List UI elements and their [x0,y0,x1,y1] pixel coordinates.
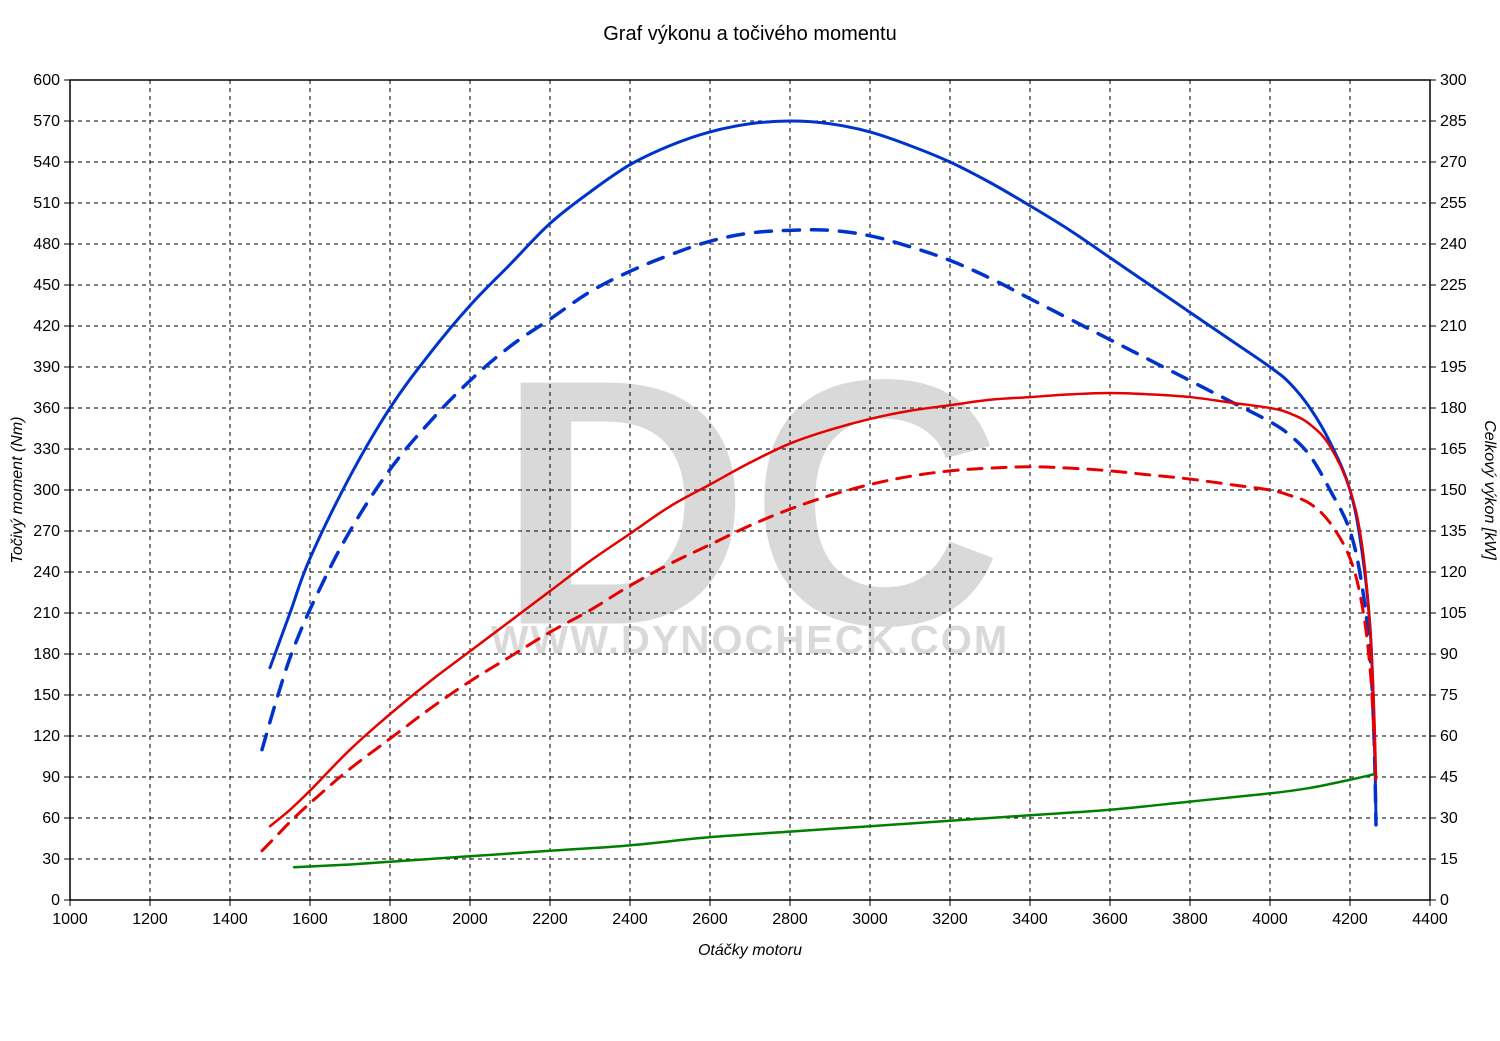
y-left-tick-label: 180 [33,646,60,663]
x-tick-label: 4400 [1412,911,1448,928]
watermark-small: WWW.DYNOCHECK.COM [491,619,1009,663]
y-right-tick-label: 150 [1440,482,1467,499]
x-tick-label: 3200 [932,911,968,928]
x-tick-label: 3000 [852,911,888,928]
y-left-tick-label: 60 [42,810,60,827]
x-tick-label: 3600 [1092,911,1128,928]
x-tick-label: 1600 [292,911,328,928]
y-left-tick-label: 600 [33,72,60,89]
y-right-tick-label: 270 [1440,154,1467,171]
y-left-tick-label: 270 [33,523,60,540]
y-right-tick-label: 120 [1440,564,1467,581]
x-tick-label: 2600 [692,911,728,928]
dyno-chart: DCWWW.DYNOCHECK.COM100012001400160018002… [0,0,1500,1041]
y-right-tick-label: 30 [1440,810,1458,827]
y-right-tick-label: 105 [1440,605,1467,622]
x-tick-label: 1000 [52,911,88,928]
y-left-tick-label: 120 [33,728,60,745]
y-left-tick-label: 540 [33,154,60,171]
x-axis-label: Otáčky motoru [698,942,802,959]
y-right-tick-label: 0 [1440,892,1449,909]
y-right-tick-label: 195 [1440,359,1467,376]
y-left-tick-label: 240 [33,564,60,581]
watermark: DCWWW.DYNOCHECK.COM [491,307,1009,698]
x-tick-label: 4000 [1252,911,1288,928]
y-left-axis-label: Točivý moment (Nm) [9,417,26,564]
x-tick-label: 1800 [372,911,408,928]
y-right-tick-label: 300 [1440,72,1467,89]
x-tick-label: 3400 [1012,911,1048,928]
y-left-tick-label: 300 [33,482,60,499]
chart-title: Graf výkonu a točivého momentu [603,23,896,45]
y-right-tick-label: 165 [1440,441,1467,458]
y-right-tick-label: 60 [1440,728,1458,745]
y-left-tick-label: 30 [42,851,60,868]
x-tick-label: 2200 [532,911,568,928]
x-tick-label: 3800 [1172,911,1208,928]
x-tick-label: 2800 [772,911,808,928]
x-tick-label: 1200 [132,911,168,928]
y-left-tick-label: 150 [33,687,60,704]
y-right-tick-label: 210 [1440,318,1467,335]
x-tick-label: 2000 [452,911,488,928]
y-left-tick-label: 390 [33,359,60,376]
y-right-tick-label: 135 [1440,523,1467,540]
y-right-tick-label: 15 [1440,851,1458,868]
y-right-tick-label: 225 [1440,277,1467,294]
grid [70,80,1430,900]
y-right-tick-label: 180 [1440,400,1467,417]
y-left-tick-label: 210 [33,605,60,622]
x-tick-label: 4200 [1332,911,1368,928]
chart-svg: DCWWW.DYNOCHECK.COM100012001400160018002… [0,0,1500,1041]
y-right-tick-label: 255 [1440,195,1467,212]
y-right-tick-label: 45 [1440,769,1458,786]
x-tick-label: 1400 [212,911,248,928]
y-right-tick-label: 285 [1440,113,1467,130]
y-left-tick-label: 420 [33,318,60,335]
y-right-axis-label: Celkový výkon [kW] [1481,420,1498,560]
y-right-tick-label: 75 [1440,687,1458,704]
y-right-tick-label: 240 [1440,236,1467,253]
y-right-tick-label: 90 [1440,646,1458,663]
y-left-tick-label: 0 [51,892,60,909]
y-left-tick-label: 480 [33,236,60,253]
y-left-tick-label: 570 [33,113,60,130]
y-left-tick-label: 330 [33,441,60,458]
y-left-tick-label: 510 [33,195,60,212]
x-tick-label: 2400 [612,911,648,928]
y-left-tick-label: 90 [42,769,60,786]
y-left-tick-label: 450 [33,277,60,294]
y-left-tick-label: 360 [33,400,60,417]
